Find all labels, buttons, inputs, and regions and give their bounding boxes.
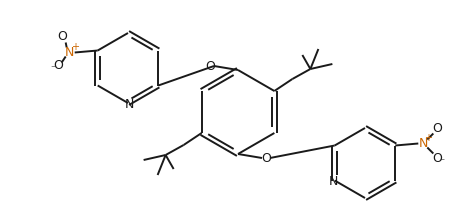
Text: ⁻: ⁻ xyxy=(440,157,445,168)
Text: ⁻: ⁻ xyxy=(50,65,55,75)
Text: N: N xyxy=(329,175,338,188)
Text: O: O xyxy=(261,151,271,164)
Text: N: N xyxy=(65,46,74,59)
Text: O: O xyxy=(205,60,215,73)
Text: O: O xyxy=(53,59,63,72)
Text: O: O xyxy=(57,30,67,43)
Text: N: N xyxy=(419,137,428,150)
Text: +: + xyxy=(71,41,79,52)
Text: O: O xyxy=(432,152,442,165)
Text: +: + xyxy=(424,133,432,142)
Text: O: O xyxy=(432,122,442,135)
Text: N: N xyxy=(124,97,134,110)
